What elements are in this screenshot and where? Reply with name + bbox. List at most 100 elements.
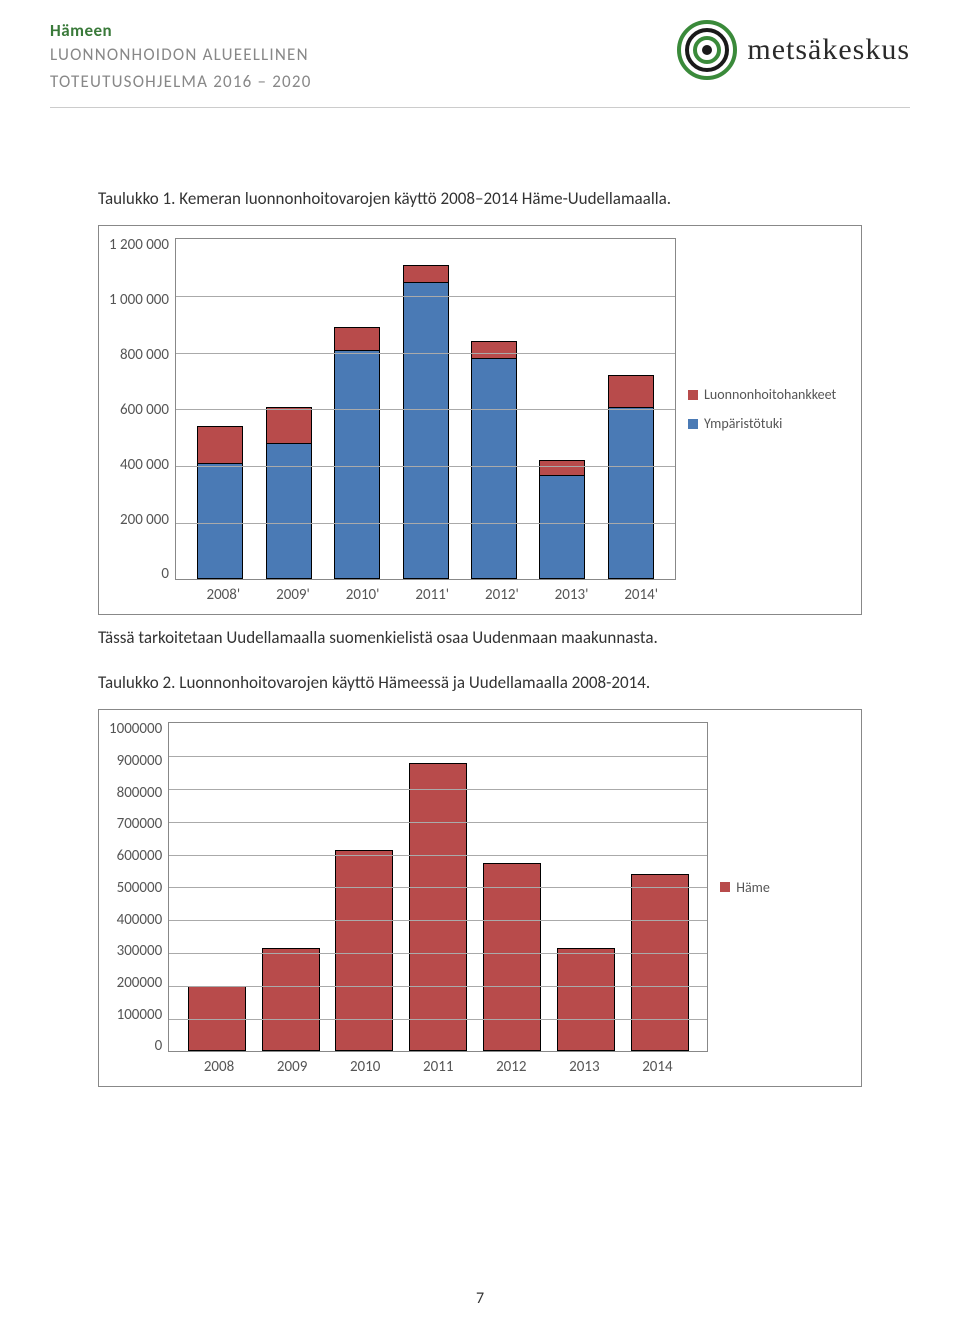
gridline bbox=[176, 353, 675, 354]
chart2-xaxis-labels: 2008200920102011201220132014 bbox=[168, 1052, 708, 1076]
yaxis-tick: 500000 bbox=[109, 881, 162, 896]
chart2-plot-row: Häme bbox=[168, 722, 883, 1052]
header-subtitle-1: LUONNONHOIDON ALUEELLINEN bbox=[50, 41, 677, 68]
xaxis-tick: 2011 bbox=[402, 1058, 475, 1076]
bar-hame bbox=[483, 863, 541, 1052]
xaxis-tick: 2008' bbox=[189, 586, 259, 604]
gridline bbox=[169, 986, 707, 987]
chart2-plot bbox=[168, 722, 708, 1052]
gridline bbox=[169, 953, 707, 954]
gridline bbox=[176, 296, 675, 297]
legend-label: Ympäristötuki bbox=[704, 415, 782, 432]
bar-hame bbox=[335, 850, 393, 1052]
xaxis-tick: 2013 bbox=[548, 1058, 621, 1076]
chart2-legend: Häme bbox=[708, 722, 883, 1052]
yaxis-tick: 0 bbox=[109, 567, 169, 582]
gridline bbox=[169, 756, 707, 757]
bar-segment-ymparistotuki bbox=[197, 463, 243, 579]
chart2-frame: 1000000900000800000700000600000500000400… bbox=[98, 709, 862, 1087]
gridline bbox=[169, 1019, 707, 1020]
yaxis-tick: 900000 bbox=[109, 754, 162, 769]
legend-swatch bbox=[688, 390, 698, 400]
xaxis-tick: 2014 bbox=[621, 1058, 694, 1076]
yaxis-tick: 100000 bbox=[109, 1008, 162, 1023]
bar-segment-luonnonhoitohankkeet bbox=[403, 265, 449, 282]
bar-segment-luonnonhoitohankkeet bbox=[471, 341, 517, 358]
chart1-plot bbox=[175, 238, 676, 580]
bar-segment-ymparistotuki bbox=[471, 358, 517, 579]
header-subtitle-2: TOTEUTUSOHJELMA 2016 – 2020 bbox=[50, 68, 677, 95]
header-left: Hämeen LUONNONHOIDON ALUEELLINEN TOTEUTU… bbox=[50, 20, 677, 95]
legend-label: Häme bbox=[736, 879, 770, 896]
gridline bbox=[169, 855, 707, 856]
gridline bbox=[176, 466, 675, 467]
header-title: Hämeen bbox=[50, 20, 677, 41]
xaxis-tick: 2013' bbox=[537, 586, 607, 604]
bar-segment-ymparistotuki bbox=[334, 350, 380, 580]
bar-segment-luonnonhoitohankkeet bbox=[197, 426, 243, 463]
bar-segment-ymparistotuki bbox=[403, 282, 449, 580]
chart1-subcaption: Tässä tarkoitetaan Uudellamaalla suomenk… bbox=[98, 627, 862, 648]
xaxis-tick: 2009' bbox=[258, 586, 328, 604]
bar-hame bbox=[409, 763, 467, 1052]
gridline bbox=[169, 887, 707, 888]
chart1-body: LuonnonhoitohankkeetYmpäristötuki 2008'2… bbox=[175, 238, 851, 604]
chart2-yaxis-labels: 1000000900000800000700000600000500000400… bbox=[109, 722, 168, 1076]
yaxis-tick: 800 000 bbox=[109, 348, 169, 363]
xaxis-tick: 2012' bbox=[467, 586, 537, 604]
content: Taulukko 1. Kemeran luonnonhoitovarojen … bbox=[50, 188, 910, 1087]
gridline bbox=[176, 409, 675, 410]
yaxis-tick: 700000 bbox=[109, 817, 162, 832]
yaxis-tick: 300000 bbox=[109, 944, 162, 959]
chart1-plot-row: Luonnonhoitohankkeet Ympäristötuki bbox=[175, 238, 851, 580]
chart1-caption: Taulukko 1. Kemeran luonnonhoitovarojen … bbox=[98, 188, 862, 209]
header-rule bbox=[50, 107, 910, 108]
metsakeskus-logo-icon bbox=[677, 20, 737, 80]
bar-hame bbox=[557, 948, 615, 1051]
chart2-caption: Taulukko 2. Luonnonhoitovarojen käyttö H… bbox=[98, 672, 862, 693]
legend-item: Luonnonhoitohankkeet bbox=[688, 386, 851, 403]
page-header: Hämeen LUONNONHOIDON ALUEELLINEN TOTEUTU… bbox=[50, 20, 910, 95]
chart1-frame: 1 200 0001 000 000800 000600 000400 0002… bbox=[98, 225, 862, 615]
legend-swatch bbox=[720, 882, 730, 892]
bar-segment-ymparistotuki bbox=[266, 443, 312, 579]
bar-hame bbox=[631, 874, 689, 1051]
page-number: 7 bbox=[0, 1289, 960, 1308]
logo: metsäkeskus bbox=[677, 20, 910, 80]
legend-item: Ympäristötuki bbox=[688, 415, 851, 432]
bar-segment-luonnonhoitohankkeet bbox=[266, 407, 312, 444]
legend-swatch bbox=[688, 419, 698, 429]
chart2-inner: 1000000900000800000700000600000500000400… bbox=[109, 722, 851, 1076]
yaxis-tick: 1 200 000 bbox=[109, 238, 169, 253]
gridline bbox=[169, 920, 707, 921]
bar-segment-ymparistotuki bbox=[608, 407, 654, 580]
chart1-xaxis-labels: 2008'2009'2010'2011'2012'2013'2014' bbox=[175, 580, 851, 604]
yaxis-tick: 1000000 bbox=[109, 722, 162, 737]
xaxis-tick: 2010 bbox=[329, 1058, 402, 1076]
yaxis-tick: 1 000 000 bbox=[109, 293, 169, 308]
bar-segment-ymparistotuki bbox=[539, 475, 585, 580]
yaxis-tick: 600 000 bbox=[109, 403, 169, 418]
chart1-legend: Luonnonhoitohankkeet Ympäristötuki bbox=[676, 238, 851, 580]
gridline bbox=[176, 523, 675, 524]
yaxis-tick: 200 000 bbox=[109, 513, 169, 528]
yaxis-tick: 0 bbox=[109, 1039, 162, 1054]
xaxis-tick: 2010' bbox=[328, 586, 398, 604]
bar-hame bbox=[262, 948, 320, 1051]
xaxis-tick: 2009 bbox=[256, 1058, 329, 1076]
yaxis-tick: 200000 bbox=[109, 976, 162, 991]
legend-label: Luonnonhoitohankkeet bbox=[704, 386, 836, 403]
xaxis-tick: 2011' bbox=[397, 586, 467, 604]
xaxis-tick: 2008 bbox=[183, 1058, 256, 1076]
legend-item: Häme bbox=[720, 879, 883, 896]
chart2-body: Häme 2008200920102011201220132014 bbox=[168, 722, 883, 1076]
bar-segment-luonnonhoitohankkeet bbox=[608, 375, 654, 406]
xaxis-tick: 2014' bbox=[606, 586, 676, 604]
bar-segment-luonnonhoitohankkeet bbox=[334, 327, 380, 350]
yaxis-tick: 800000 bbox=[109, 786, 162, 801]
gridline bbox=[169, 789, 707, 790]
chart1-yaxis-labels: 1 200 0001 000 000800 000600 000400 0002… bbox=[109, 238, 175, 604]
logo-text: metsäkeskus bbox=[747, 33, 910, 67]
yaxis-tick: 600000 bbox=[109, 849, 162, 864]
gridline bbox=[169, 822, 707, 823]
